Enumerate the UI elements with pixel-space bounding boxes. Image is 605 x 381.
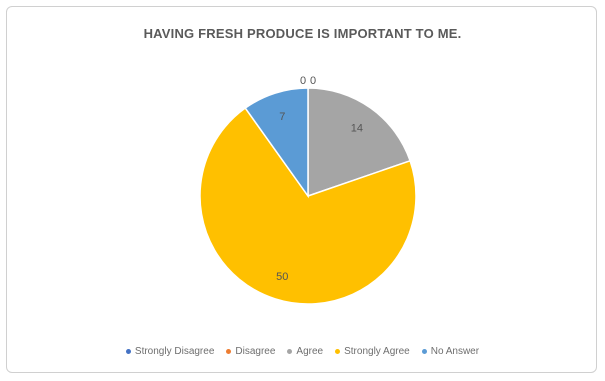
legend-item-disagree: Disagree	[226, 346, 275, 357]
legend-label: No Answer	[430, 346, 480, 357]
data-label-no-answer: 7	[279, 111, 285, 123]
legend-item-strongly-agree: Strongly Agree	[335, 346, 410, 357]
legend-label: Agree	[296, 346, 324, 357]
pie-slice-strongly-agree	[199, 107, 417, 305]
chart-title: HAVING FRESH PRODUCE IS IMPORTANT TO ME.	[143, 26, 462, 41]
legend-marker	[287, 349, 293, 354]
legend-label: Strongly Disagree	[134, 346, 215, 357]
legend-label: Strongly Agree	[344, 346, 410, 357]
legend-marker	[421, 349, 427, 354]
legend-marker	[335, 349, 341, 354]
pie-slice-no-answer	[244, 87, 309, 199]
data-label-strongly-disagree: 0	[300, 75, 306, 87]
legend-label: Disagree	[235, 346, 276, 357]
legend-item-strongly-disagree: Strongly Disagree	[125, 346, 215, 357]
data-label-agree: 14	[351, 122, 363, 134]
legend-item-agree: Agree	[287, 346, 323, 357]
legend-item-no-answer: No Answer	[421, 346, 480, 357]
pie-slices	[199, 87, 417, 305]
data-label-disagree: 0	[310, 75, 316, 87]
legend-marker	[226, 349, 232, 354]
pie-data-labels: 14 50 7 0 0	[276, 75, 363, 283]
legend-marker	[125, 349, 131, 354]
chart-legend: Strongly Disagree Disagree Agree Strongly A…	[0, 346, 605, 357]
data-label-strongly-agree: 50	[276, 271, 288, 283]
